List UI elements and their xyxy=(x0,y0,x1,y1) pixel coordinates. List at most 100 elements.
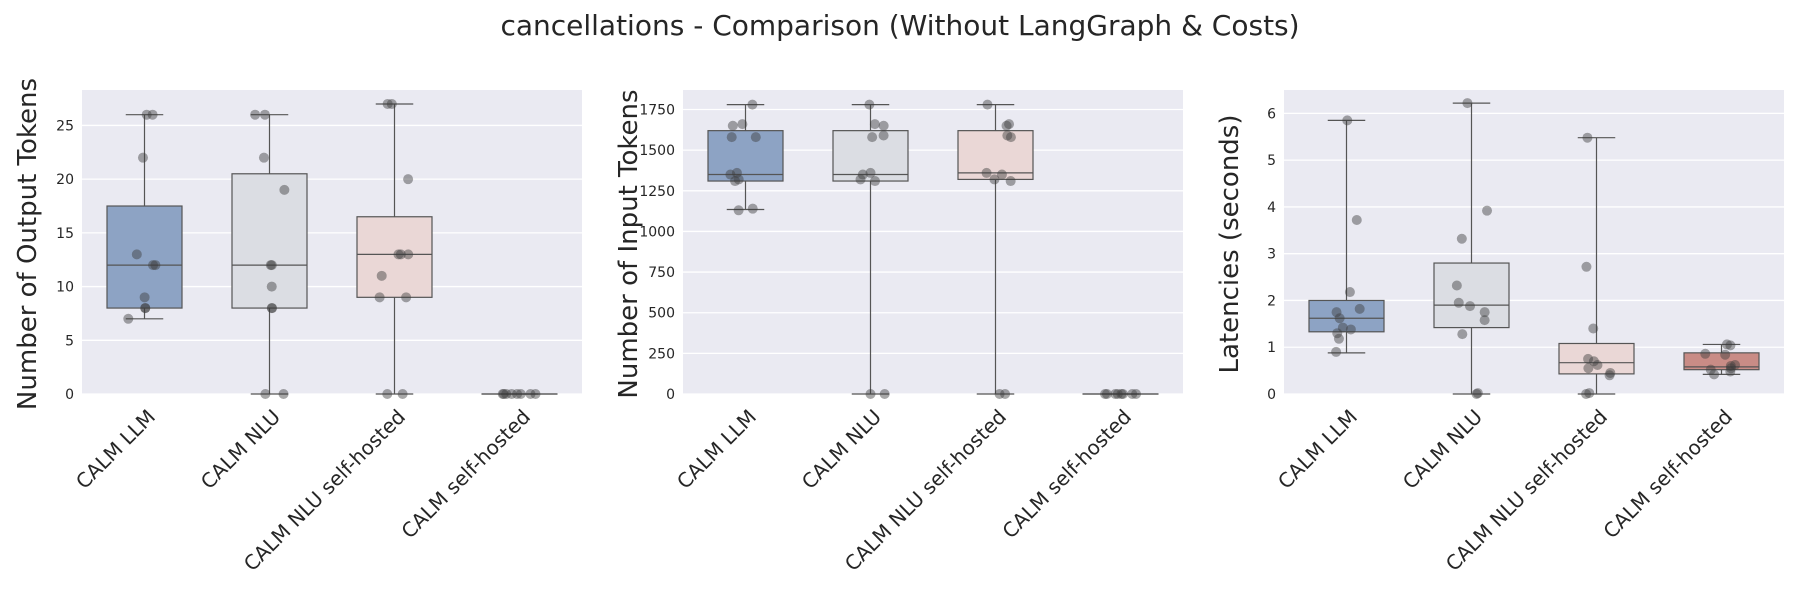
y-tick-label: 250 xyxy=(648,346,675,362)
box-1 xyxy=(707,99,784,216)
data-point xyxy=(1583,363,1594,374)
data-point xyxy=(395,249,406,260)
data-point xyxy=(750,132,761,143)
y-tick-label: 0 xyxy=(65,387,74,403)
data-point xyxy=(733,174,744,185)
data-point xyxy=(1451,280,1462,291)
x-tick-label: CALM NLU xyxy=(196,405,285,494)
data-point xyxy=(865,389,876,399)
x-tick-label: CALM self-hosted xyxy=(997,405,1136,544)
data-point xyxy=(376,270,387,281)
y-tick-label: 5 xyxy=(65,333,74,349)
data-point xyxy=(530,389,541,399)
data-point xyxy=(1127,389,1138,399)
box-iqr xyxy=(957,130,1034,181)
y-tick-label: 6 xyxy=(1267,106,1276,122)
data-point xyxy=(266,260,277,271)
data-point xyxy=(989,174,1000,185)
data-point xyxy=(1592,360,1603,371)
y-tick-label: 20 xyxy=(56,172,74,188)
data-point xyxy=(278,389,289,399)
data-point xyxy=(1000,389,1011,399)
data-point xyxy=(1331,346,1342,357)
box-iqr xyxy=(356,216,433,298)
data-point xyxy=(1582,132,1593,143)
data-point xyxy=(1333,333,1344,344)
data-point xyxy=(878,130,889,141)
data-point xyxy=(1334,313,1345,324)
y-tick-label: 1500 xyxy=(639,143,675,159)
x-tick-label: CALM LLM xyxy=(672,405,761,494)
y-tick-label: 5 xyxy=(1267,153,1276,169)
data-point xyxy=(258,152,269,163)
data-point xyxy=(147,109,158,120)
data-point xyxy=(1725,366,1736,377)
data-point xyxy=(1462,98,1473,109)
x-tick-label: CALM NLU xyxy=(797,405,886,494)
data-point xyxy=(1604,370,1615,381)
data-point xyxy=(725,169,736,180)
data-point xyxy=(727,120,738,131)
data-point xyxy=(279,184,290,195)
box-iqr xyxy=(1558,342,1635,375)
x-tick-label: CALM self-hosted xyxy=(396,405,535,544)
data-point xyxy=(1456,233,1467,244)
box-2 xyxy=(832,99,909,399)
box-4 xyxy=(481,389,558,399)
data-point xyxy=(747,203,758,214)
data-point xyxy=(996,169,1007,180)
data-point xyxy=(879,389,890,399)
box-3 xyxy=(1558,132,1635,399)
data-point xyxy=(1342,115,1353,126)
box-1 xyxy=(106,109,183,324)
data-point xyxy=(1116,389,1127,399)
y-tick-label: 1 xyxy=(1267,340,1276,356)
plot-area xyxy=(1284,90,1784,394)
data-point xyxy=(525,389,536,399)
data-point xyxy=(1131,389,1142,399)
data-point xyxy=(393,249,404,260)
data-point xyxy=(1725,340,1736,351)
data-point xyxy=(994,389,1005,399)
data-point xyxy=(137,152,148,163)
data-point xyxy=(266,303,277,314)
data-point xyxy=(382,389,393,399)
y-tick-label: 3 xyxy=(1267,247,1276,263)
y-tick-label: 0 xyxy=(1267,387,1276,403)
data-point xyxy=(1331,307,1342,318)
data-point xyxy=(401,292,412,303)
chart-latencies: 0 1 2 3 4 5 6 Latencies (seconds) CALM LLM CALM N… xyxy=(1215,90,1784,576)
data-point xyxy=(747,99,758,110)
data-point xyxy=(515,389,526,399)
data-point xyxy=(374,292,385,303)
box-2 xyxy=(1433,98,1510,399)
data-point xyxy=(1457,329,1468,340)
y-tick-label: 2 xyxy=(1267,293,1276,309)
data-point xyxy=(382,98,393,109)
y-tick-label: 750 xyxy=(648,265,675,281)
data-point xyxy=(1725,363,1736,374)
data-point xyxy=(1700,348,1711,359)
data-point xyxy=(1112,389,1123,399)
data-point xyxy=(1709,369,1720,380)
data-point xyxy=(1583,353,1594,364)
data-point xyxy=(267,303,278,314)
data-point xyxy=(1581,261,1592,272)
box-iqr xyxy=(707,130,784,182)
data-point xyxy=(1337,322,1348,333)
data-point xyxy=(857,169,868,180)
y-tick-label: 25 xyxy=(56,118,74,134)
box-4 xyxy=(1683,339,1760,380)
data-point xyxy=(1110,389,1121,399)
data-point xyxy=(140,303,151,314)
y-tick-label: 0 xyxy=(666,387,675,403)
y-axis-label: Number of Output Tokens xyxy=(13,78,43,410)
x-tick-label: CALM NLU xyxy=(1398,405,1487,494)
data-point xyxy=(403,249,414,260)
box-2 xyxy=(231,109,308,399)
data-point xyxy=(1705,364,1716,375)
data-point xyxy=(982,99,993,110)
data-point xyxy=(1605,367,1616,378)
